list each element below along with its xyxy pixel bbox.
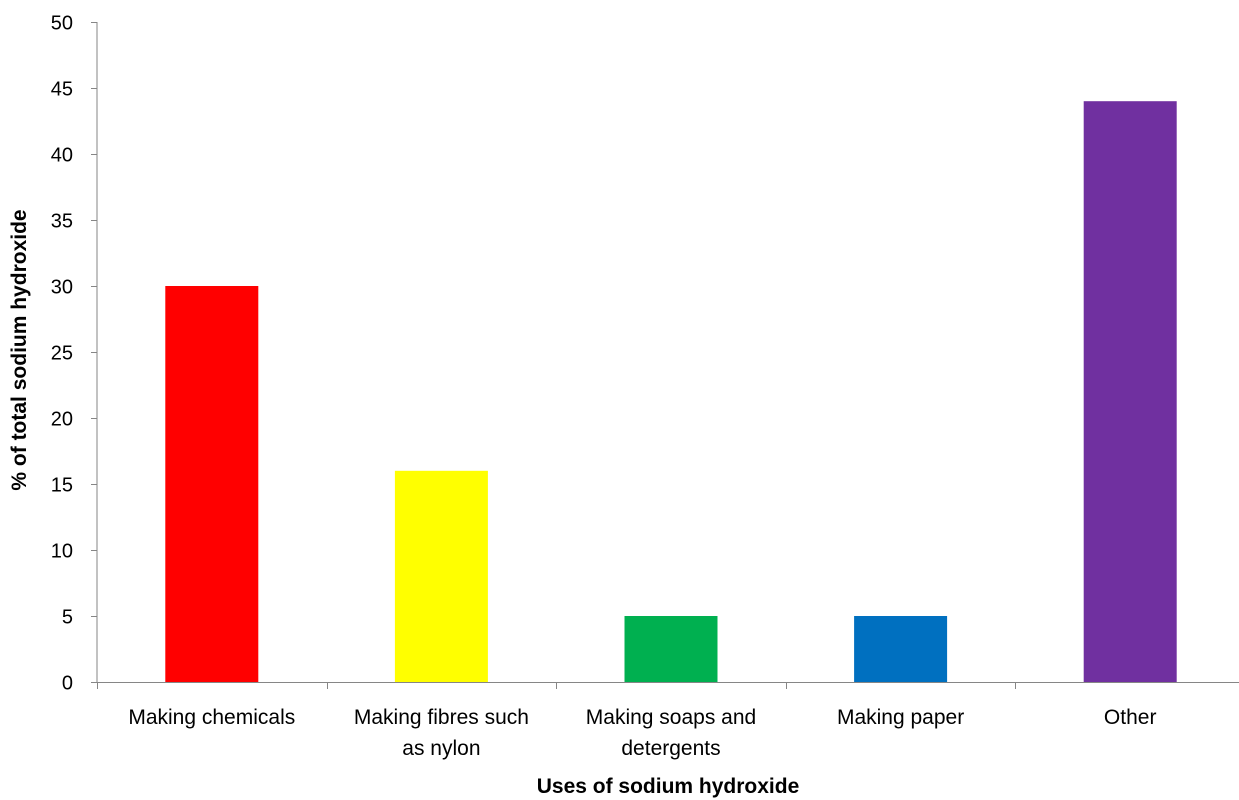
x-axis-title: Uses of sodium hydroxide <box>537 775 800 798</box>
y-tick-label: 30 <box>51 277 73 299</box>
x-category-label: Making paper <box>837 706 964 729</box>
x-category-label: Other <box>1104 706 1157 729</box>
y-tick-label: 0 <box>62 673 73 695</box>
bar <box>624 616 718 682</box>
y-tick-label: 50 <box>51 13 73 35</box>
y-tick-label: 10 <box>51 541 73 563</box>
y-axis: 0 5 10 15 20 25 30 35 40 45 50 <box>51 13 98 695</box>
y-tick-label: 25 <box>51 343 73 365</box>
x-category-label: Making fibres such as nylon <box>354 706 529 760</box>
bar <box>394 470 488 682</box>
y-tick-label: 35 <box>51 211 73 233</box>
y-tick-label: 40 <box>51 145 73 167</box>
bars <box>165 101 1177 682</box>
x-axis <box>97 682 1239 689</box>
y-tick-label: 45 <box>51 79 73 101</box>
bar <box>165 286 259 682</box>
bar <box>854 616 948 682</box>
y-tick-label: 5 <box>62 607 73 629</box>
y-tick-label: 20 <box>51 409 73 431</box>
y-tick-label: 15 <box>51 475 73 497</box>
category-labels: Making chemicals Making fibres such as nyl… <box>128 706 1156 760</box>
y-axis-title: % of total sodium hydroxide <box>8 209 31 490</box>
x-category-label: Making chemicals <box>128 706 295 729</box>
bar <box>1083 101 1177 682</box>
x-category-label: Making soaps and detergents <box>586 706 756 760</box>
